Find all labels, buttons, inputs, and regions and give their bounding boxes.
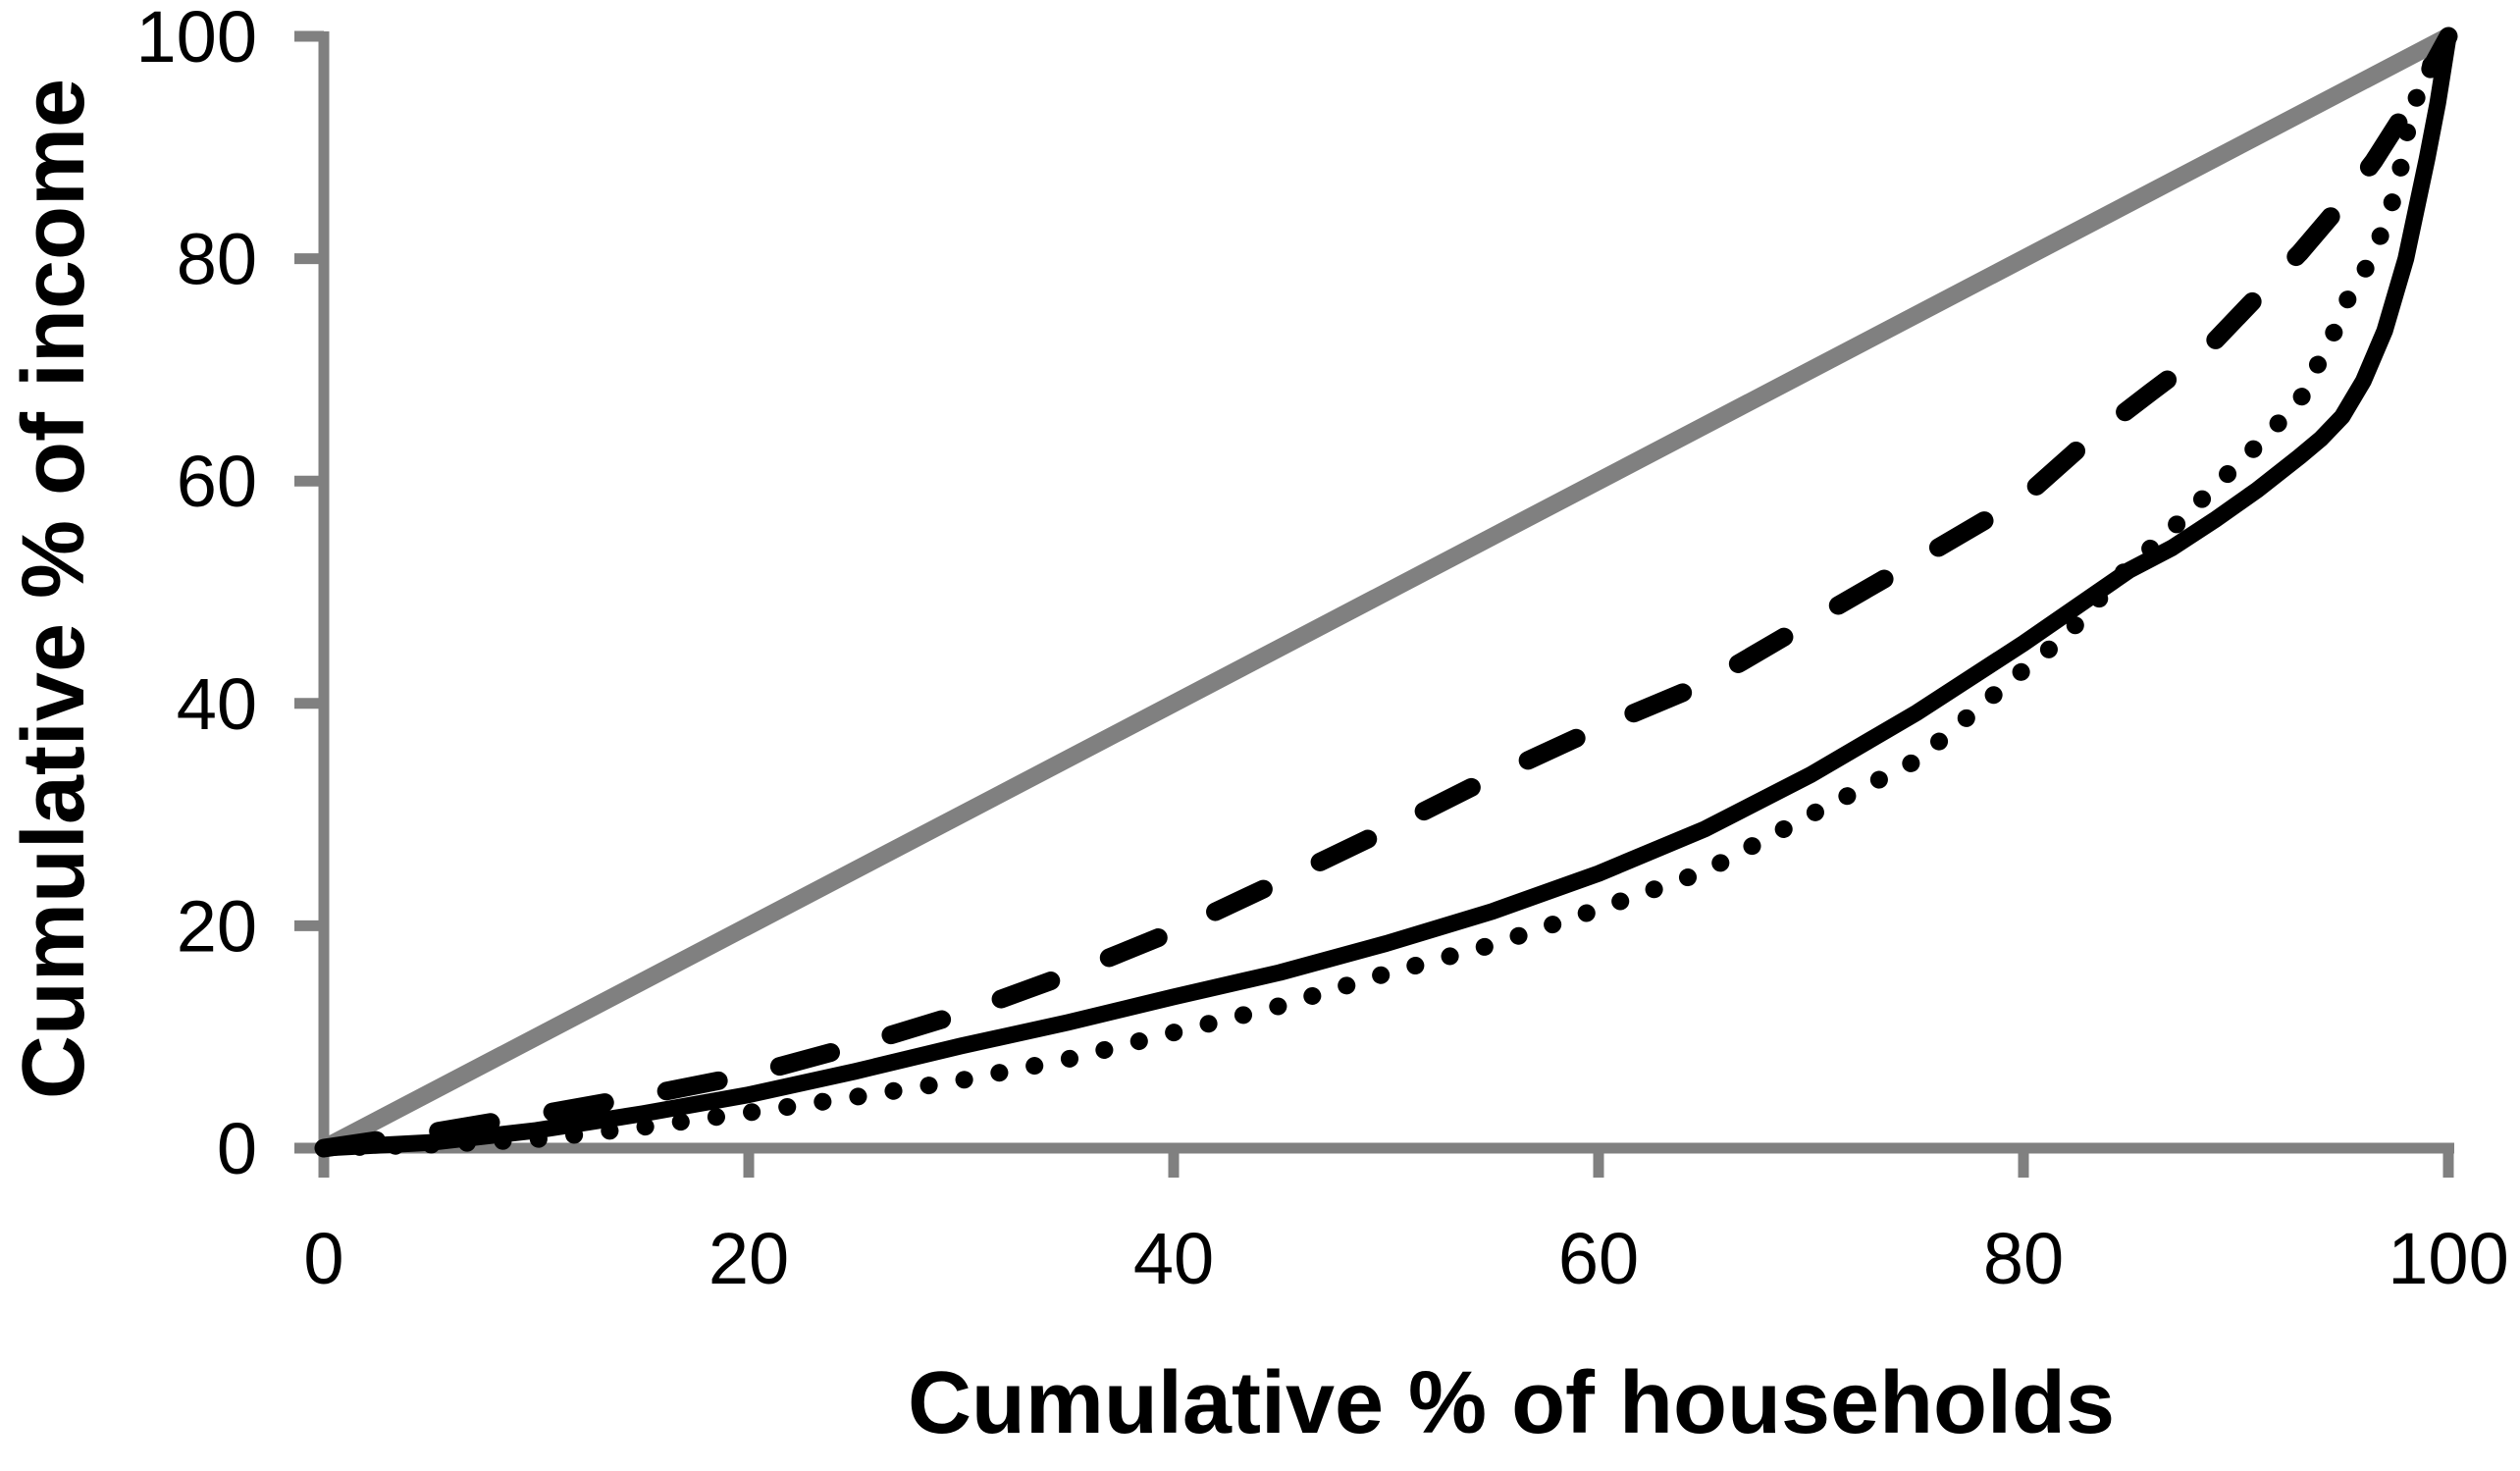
x-tick-label: 20 — [709, 1218, 789, 1299]
tick-labels: 0 20 40 60 80 100 0 20 40 60 80 100 — [136, 0, 2509, 1299]
y-tick-label: 0 — [217, 1108, 257, 1189]
x-tick-label: 100 — [2388, 1218, 2508, 1299]
x-tick-label: 80 — [1983, 1218, 2064, 1299]
series-lorenz-solid — [323, 34, 2457, 1157]
y-tick-label: 40 — [177, 663, 257, 745]
y-axis-title: Cumulative % of income — [5, 79, 103, 1099]
x-tick-label: 0 — [303, 1218, 343, 1299]
series-lorenz-dashed — [314, 26, 2458, 1158]
series-layer — [314, 26, 2458, 1158]
y-tick-label: 80 — [177, 219, 257, 300]
x-tick-label: 60 — [1558, 1218, 1639, 1299]
axes — [294, 30, 2454, 1178]
y-tick-label: 60 — [177, 441, 257, 522]
series-lorenz-dotted — [315, 27, 2457, 1157]
x-axis-title: Cumulative % of households — [908, 1354, 2115, 1452]
x-tick-label: 40 — [1133, 1218, 1214, 1299]
y-tick-label: 100 — [136, 0, 257, 78]
series-line-of-equality — [319, 28, 2453, 1156]
y-tick-label: 20 — [177, 885, 257, 967]
